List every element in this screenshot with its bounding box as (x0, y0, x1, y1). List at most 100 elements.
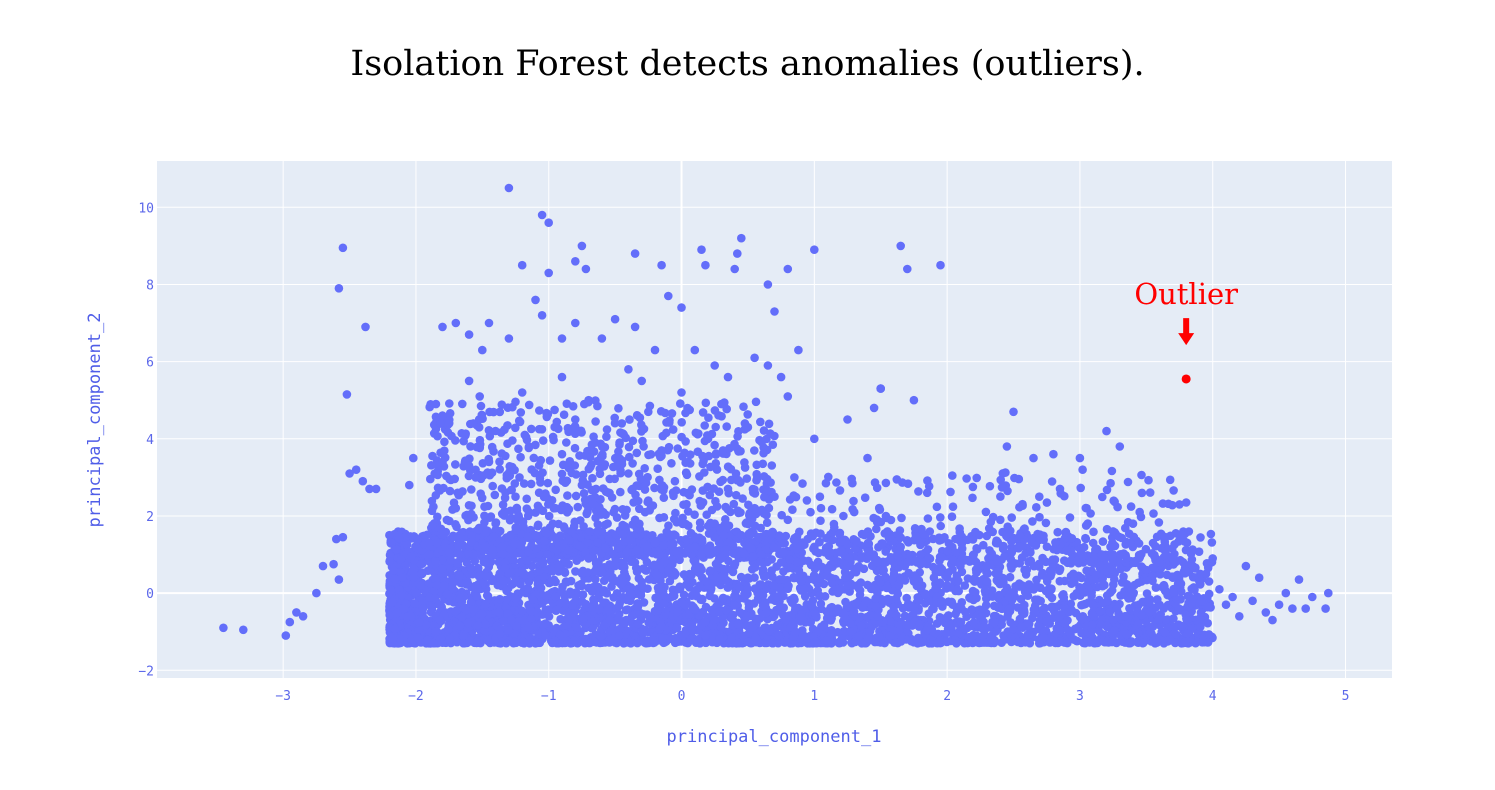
data-point (438, 458, 447, 467)
data-point (980, 586, 990, 596)
data-point (931, 584, 940, 593)
data-point (585, 453, 595, 462)
data-point (623, 605, 632, 614)
data-point (504, 626, 513, 635)
data-point (857, 621, 866, 631)
data-point (434, 600, 444, 609)
data-point (681, 535, 691, 544)
data-point (710, 594, 719, 603)
data-point (1160, 628, 1170, 637)
data-point (691, 428, 701, 438)
data-point (875, 632, 884, 641)
data-point (483, 591, 493, 601)
data-point (798, 630, 808, 640)
data-point (408, 566, 418, 576)
data-point (723, 462, 733, 472)
data-point (1127, 637, 1137, 647)
data-point (849, 607, 859, 616)
data-point (815, 537, 824, 547)
data-point (719, 531, 729, 540)
data-point (722, 422, 731, 431)
data-point (538, 468, 547, 478)
data-point (559, 410, 569, 420)
data-point (715, 634, 724, 644)
data-point (812, 638, 822, 648)
data-point (1055, 625, 1065, 635)
data-point (1116, 564, 1125, 574)
data-point (1142, 575, 1151, 585)
data-point (564, 615, 574, 625)
data-point (680, 629, 690, 638)
data-point (548, 638, 557, 648)
data-point (542, 591, 551, 601)
data-point (1150, 551, 1159, 561)
data-point (758, 601, 768, 611)
data-point (659, 599, 669, 608)
data-point (885, 616, 895, 626)
data-point (385, 550, 395, 560)
data-point (704, 451, 714, 461)
data-point (710, 406, 720, 415)
data-point (735, 607, 744, 617)
data-point (970, 574, 979, 583)
data-point (632, 545, 642, 555)
data-point (618, 560, 628, 570)
data-point (480, 626, 490, 635)
data-point (495, 594, 505, 604)
data-point (859, 564, 869, 574)
data-point (671, 633, 680, 643)
data-point (1134, 628, 1143, 638)
data-point (591, 417, 600, 426)
data-point (481, 528, 490, 537)
data-point (1091, 638, 1100, 648)
data-point (874, 574, 883, 584)
data-point (630, 558, 640, 567)
data-point (697, 595, 707, 605)
data-point (482, 571, 491, 581)
data-point (395, 634, 405, 644)
data-point (1024, 580, 1034, 589)
data-point (879, 566, 888, 575)
data-point (415, 618, 424, 627)
data-point (648, 635, 657, 645)
data-point (994, 571, 1004, 580)
data-point (610, 418, 620, 428)
data-point (474, 423, 484, 432)
data-point (410, 599, 419, 608)
data-point (739, 402, 748, 412)
data-point (701, 602, 711, 612)
data-point (714, 607, 724, 616)
data-point (1124, 594, 1133, 603)
data-point (392, 608, 402, 618)
data-point (1206, 529, 1216, 539)
data-point (729, 499, 739, 509)
data-point (598, 442, 607, 452)
data-point (1087, 620, 1097, 629)
data-point (495, 457, 504, 467)
data-point (466, 442, 475, 451)
data-point (1131, 556, 1140, 566)
data-point (1041, 626, 1051, 635)
data-point (677, 418, 686, 427)
data-point (445, 409, 455, 418)
data-point (725, 537, 734, 547)
data-point (640, 485, 650, 494)
data-point (693, 636, 703, 646)
data-point (450, 607, 460, 616)
data-point (873, 611, 882, 621)
data-point (1152, 638, 1162, 647)
data-point (854, 631, 864, 641)
data-point (885, 631, 895, 641)
data-point (628, 436, 638, 446)
data-point (889, 602, 898, 612)
data-point (922, 626, 932, 635)
data-point (555, 630, 565, 640)
data-point (779, 567, 788, 576)
data-point (522, 494, 531, 504)
data-point (497, 449, 507, 458)
data-point (582, 509, 591, 519)
data-point (604, 534, 614, 544)
data-point (778, 575, 788, 584)
data-point (425, 549, 435, 559)
data-point (977, 612, 987, 621)
